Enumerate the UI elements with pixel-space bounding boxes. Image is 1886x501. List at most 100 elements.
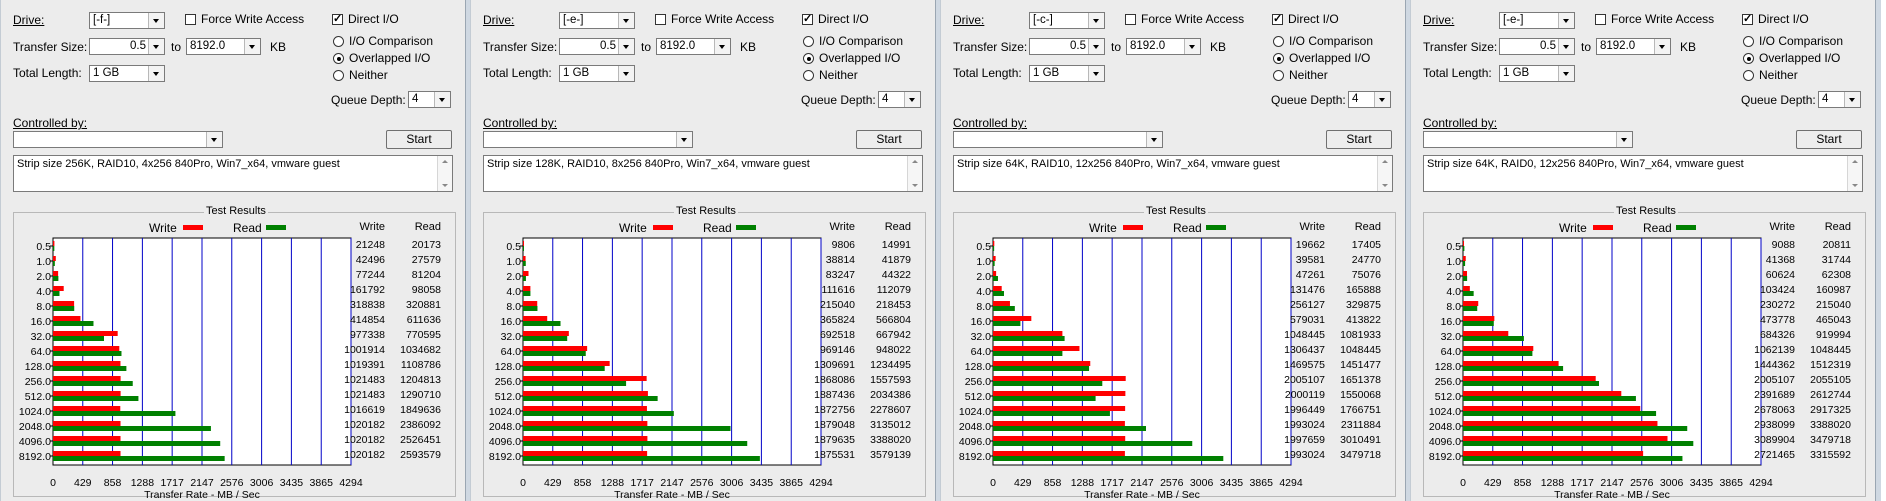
scroll-up-arrow-icon[interactable] [1382, 160, 1388, 163]
read-bar [523, 321, 561, 326]
direct-io-checkbox[interactable] [802, 12, 813, 25]
chevron-down-icon[interactable] [1558, 66, 1574, 81]
direct-io-checkbox[interactable] [332, 12, 343, 25]
description-scrollbar[interactable] [1377, 156, 1392, 191]
read-bar [53, 351, 122, 356]
force-write-access-checkbox[interactable] [1595, 14, 1606, 25]
scroll-down-arrow-icon[interactable] [1382, 184, 1388, 187]
chevron-down-icon[interactable] [904, 92, 920, 107]
drive-select[interactable]: [-e-] [559, 12, 635, 29]
chevron-down-icon[interactable] [434, 92, 450, 107]
start-button[interactable]: Start [386, 130, 452, 149]
chevron-down-icon[interactable] [1374, 92, 1390, 107]
force-write-access-checkbox[interactable] [1125, 14, 1136, 25]
controlled-by-select[interactable] [13, 131, 223, 148]
description-textarea[interactable]: Strip size 64K, RAID0, 12x256 840Pro, Wi… [1423, 155, 1863, 192]
transfer-min-select[interactable]: 0.5 [1499, 38, 1575, 55]
overlapped-io-radio[interactable] [1743, 53, 1754, 64]
chevron-down-icon[interactable] [1654, 39, 1670, 54]
write-value: 1887436 [814, 389, 855, 401]
description-textarea[interactable]: Strip size 128K, RAID10, 8x256 840Pro, W… [483, 155, 923, 192]
queue-depth-select[interactable]: 4 [878, 91, 921, 108]
direct-io-checkbox[interactable] [1272, 12, 1283, 25]
direct-io-checkbox[interactable] [1742, 12, 1753, 25]
chevron-down-icon[interactable] [148, 39, 164, 54]
chevron-down-icon[interactable] [1844, 92, 1860, 107]
transfer-max-select[interactable]: 8192.0 [1596, 38, 1671, 55]
scroll-down-arrow-icon[interactable] [442, 184, 448, 187]
total-length-select[interactable]: 1 GB [559, 65, 635, 82]
scroll-down-arrow-icon[interactable] [912, 184, 918, 187]
chevron-down-icon[interactable] [618, 66, 634, 81]
force-write-access-checkbox[interactable] [185, 14, 196, 25]
write-bar [1463, 271, 1468, 276]
overlapped-io-radio[interactable] [803, 53, 814, 64]
total-length-select[interactable]: 1 GB [89, 65, 165, 82]
total-length-select[interactable]: 1 GB [1029, 65, 1105, 82]
transfer-min-select[interactable]: 0.5 [559, 38, 635, 55]
scroll-down-arrow-icon[interactable] [1852, 184, 1858, 187]
description-scrollbar[interactable] [1847, 156, 1862, 191]
transfer-min-select[interactable]: 0.5 [1029, 38, 1105, 55]
scroll-up-arrow-icon[interactable] [442, 160, 448, 163]
chevron-down-icon[interactable] [1558, 39, 1574, 54]
chevron-down-icon[interactable] [1088, 66, 1104, 81]
total-length-select[interactable]: 1 GB [1499, 65, 1575, 82]
scroll-up-arrow-icon[interactable] [1852, 160, 1858, 163]
write-column-header: Write [1299, 221, 1325, 233]
chevron-down-icon[interactable] [148, 66, 164, 81]
description-textarea[interactable]: Strip size 256K, RAID10, 4x256 840Pro, W… [13, 155, 453, 192]
start-button[interactable]: Start [856, 130, 922, 149]
start-button[interactable]: Start [1326, 130, 1392, 149]
controlled-by-select[interactable] [1423, 131, 1633, 148]
read-bar [1463, 366, 1564, 371]
io-comparison-radio[interactable] [803, 36, 814, 47]
queue-depth-select[interactable]: 4 [1348, 91, 1391, 108]
drive-select[interactable]: [-c-] [1029, 12, 1105, 29]
io-comparison-radio[interactable] [1273, 36, 1284, 47]
start-button[interactable]: Start [1796, 130, 1862, 149]
chevron-down-icon[interactable] [206, 132, 222, 147]
transfer-min-select[interactable]: 0.5 [89, 38, 165, 55]
chevron-down-icon[interactable] [1616, 132, 1632, 147]
chevron-down-icon[interactable] [1088, 39, 1104, 54]
description-textarea[interactable]: Strip size 64K, RAID10, 12x256 840Pro, W… [953, 155, 1393, 192]
force-write-access-checkbox[interactable] [655, 14, 666, 25]
chevron-down-icon[interactable] [714, 39, 730, 54]
drive-select[interactable]: [-f-] [89, 12, 165, 29]
read-value: 2917325 [1810, 404, 1851, 416]
read-bar [993, 261, 995, 266]
io-comparison-radio[interactable] [333, 36, 344, 47]
scroll-up-arrow-icon[interactable] [912, 160, 918, 163]
queue-depth-select[interactable]: 4 [408, 91, 451, 108]
chevron-down-icon[interactable] [244, 39, 260, 54]
chevron-down-icon[interactable] [1088, 13, 1104, 28]
queue-depth-select[interactable]: 4 [1818, 91, 1861, 108]
x-tick-label: 4294 [1279, 477, 1303, 489]
drive-select[interactable]: [-e-] [1499, 12, 1575, 29]
overlapped-io-radio[interactable] [1273, 53, 1284, 64]
controlled-by-select[interactable] [483, 131, 693, 148]
transfer-max-select[interactable]: 8192.0 [186, 38, 261, 55]
neither-radio[interactable] [803, 70, 814, 81]
neither-radio[interactable] [1273, 70, 1284, 81]
category-label: 2.0 [976, 271, 991, 283]
overlapped-io-radio[interactable] [333, 53, 344, 64]
read-value: 3135012 [870, 419, 911, 431]
transfer-max-select[interactable]: 8192.0 [1126, 38, 1201, 55]
chevron-down-icon[interactable] [148, 13, 164, 28]
queue-depth-select-value: 4 [1352, 93, 1359, 105]
transfer-max-select[interactable]: 8192.0 [656, 38, 731, 55]
chevron-down-icon[interactable] [1558, 13, 1574, 28]
io-comparison-radio[interactable] [1743, 36, 1754, 47]
chevron-down-icon[interactable] [618, 13, 634, 28]
description-scrollbar[interactable] [907, 156, 922, 191]
description-scrollbar[interactable] [437, 156, 452, 191]
chevron-down-icon[interactable] [1146, 132, 1162, 147]
chevron-down-icon[interactable] [618, 39, 634, 54]
chevron-down-icon[interactable] [1184, 39, 1200, 54]
neither-radio[interactable] [1743, 70, 1754, 81]
neither-radio[interactable] [333, 70, 344, 81]
controlled-by-select[interactable] [953, 131, 1163, 148]
chevron-down-icon[interactable] [676, 132, 692, 147]
